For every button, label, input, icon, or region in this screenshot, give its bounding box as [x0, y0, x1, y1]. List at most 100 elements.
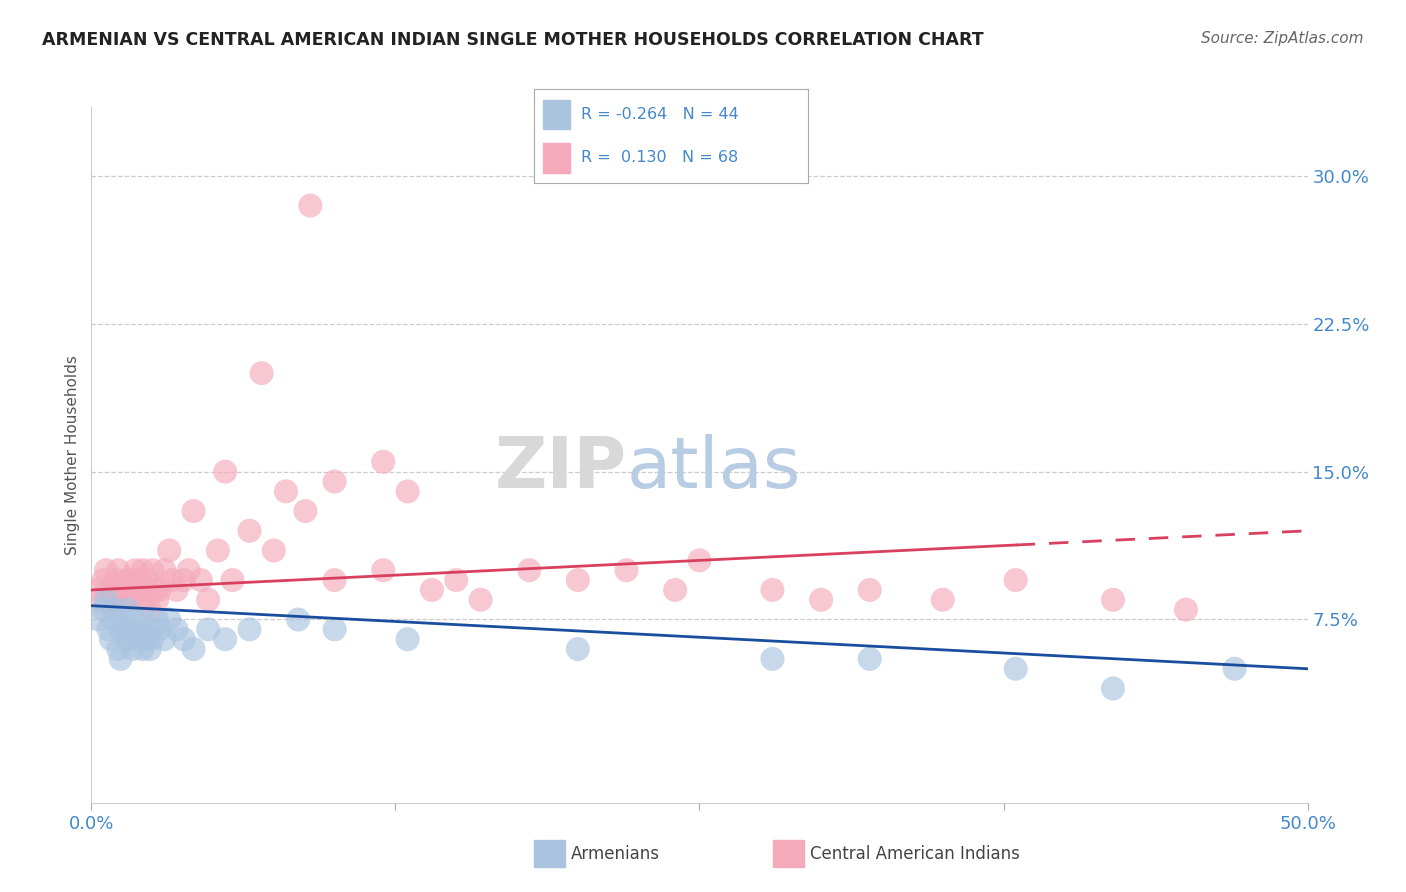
Point	[183, 642, 205, 657]
Point	[114, 573, 136, 587]
Point	[444, 573, 467, 587]
Point	[100, 632, 122, 647]
Point	[87, 592, 110, 607]
Point	[103, 602, 125, 616]
Bar	[543, 143, 569, 172]
Point	[127, 623, 149, 637]
Point	[127, 573, 149, 587]
Point	[114, 632, 136, 647]
Point	[103, 613, 125, 627]
Point	[131, 563, 153, 577]
Point	[134, 592, 156, 607]
Point	[761, 652, 783, 666]
Point	[117, 623, 139, 637]
Point	[373, 563, 395, 577]
Point	[104, 582, 127, 597]
Point	[110, 623, 132, 637]
Point	[110, 652, 132, 666]
Point	[97, 582, 120, 597]
Point	[141, 623, 163, 637]
Point	[124, 613, 146, 627]
Point	[1102, 592, 1125, 607]
Point	[153, 632, 176, 647]
Point	[470, 592, 492, 607]
Point	[207, 543, 229, 558]
Point	[93, 602, 115, 616]
Point	[177, 563, 200, 577]
Point	[859, 652, 882, 666]
Point	[129, 632, 152, 647]
Point	[263, 543, 285, 558]
Point	[148, 623, 170, 637]
Point	[238, 524, 260, 538]
Point	[121, 642, 143, 657]
Text: Armenians: Armenians	[571, 845, 659, 863]
Point	[299, 198, 322, 212]
Point	[120, 632, 142, 647]
Point	[124, 582, 146, 597]
Point	[931, 592, 953, 607]
Point	[323, 623, 346, 637]
Point	[148, 582, 170, 597]
Point	[87, 613, 110, 627]
Point	[396, 484, 419, 499]
Point	[111, 582, 134, 597]
Point	[250, 366, 273, 380]
Point	[94, 563, 117, 577]
Point	[93, 573, 115, 587]
Point	[1004, 573, 1026, 587]
Point	[274, 484, 297, 499]
Point	[1223, 662, 1246, 676]
Point	[157, 543, 180, 558]
Point	[160, 573, 183, 587]
Point	[117, 582, 139, 597]
Y-axis label: Single Mother Households: Single Mother Households	[65, 355, 80, 555]
Point	[166, 623, 188, 637]
Point	[131, 642, 153, 657]
Point	[110, 592, 132, 607]
Point	[146, 613, 169, 627]
Point	[1102, 681, 1125, 696]
Text: Central American Indians: Central American Indians	[810, 845, 1019, 863]
Point	[94, 592, 117, 607]
Point	[129, 582, 152, 597]
Point	[294, 504, 316, 518]
Text: atlas: atlas	[627, 434, 801, 503]
Point	[139, 642, 162, 657]
Point	[117, 602, 139, 616]
Point	[107, 563, 129, 577]
Point	[139, 602, 162, 616]
Point	[323, 475, 346, 489]
Point	[166, 582, 188, 597]
Point	[567, 573, 589, 587]
Point	[84, 582, 107, 597]
Point	[1175, 602, 1198, 616]
Point	[761, 582, 783, 597]
Point	[190, 573, 212, 587]
Text: Source: ZipAtlas.com: Source: ZipAtlas.com	[1201, 31, 1364, 46]
Point	[221, 573, 243, 587]
Point	[107, 642, 129, 657]
Point	[124, 563, 146, 577]
Point	[173, 632, 195, 647]
Point	[146, 592, 169, 607]
Bar	[543, 100, 569, 129]
Point	[859, 582, 882, 597]
Point	[111, 613, 134, 627]
Point	[197, 623, 219, 637]
Point	[396, 632, 419, 647]
Point	[664, 582, 686, 597]
Point	[134, 613, 156, 627]
Point	[153, 563, 176, 577]
Point	[688, 553, 710, 567]
Point	[121, 592, 143, 607]
Text: R = -0.264   N = 44: R = -0.264 N = 44	[581, 107, 738, 122]
Point	[1004, 662, 1026, 676]
Point	[287, 613, 309, 627]
Point	[373, 455, 395, 469]
Point	[143, 582, 166, 597]
Point	[214, 465, 236, 479]
Text: ZIP: ZIP	[495, 434, 627, 503]
Point	[197, 592, 219, 607]
Point	[214, 632, 236, 647]
